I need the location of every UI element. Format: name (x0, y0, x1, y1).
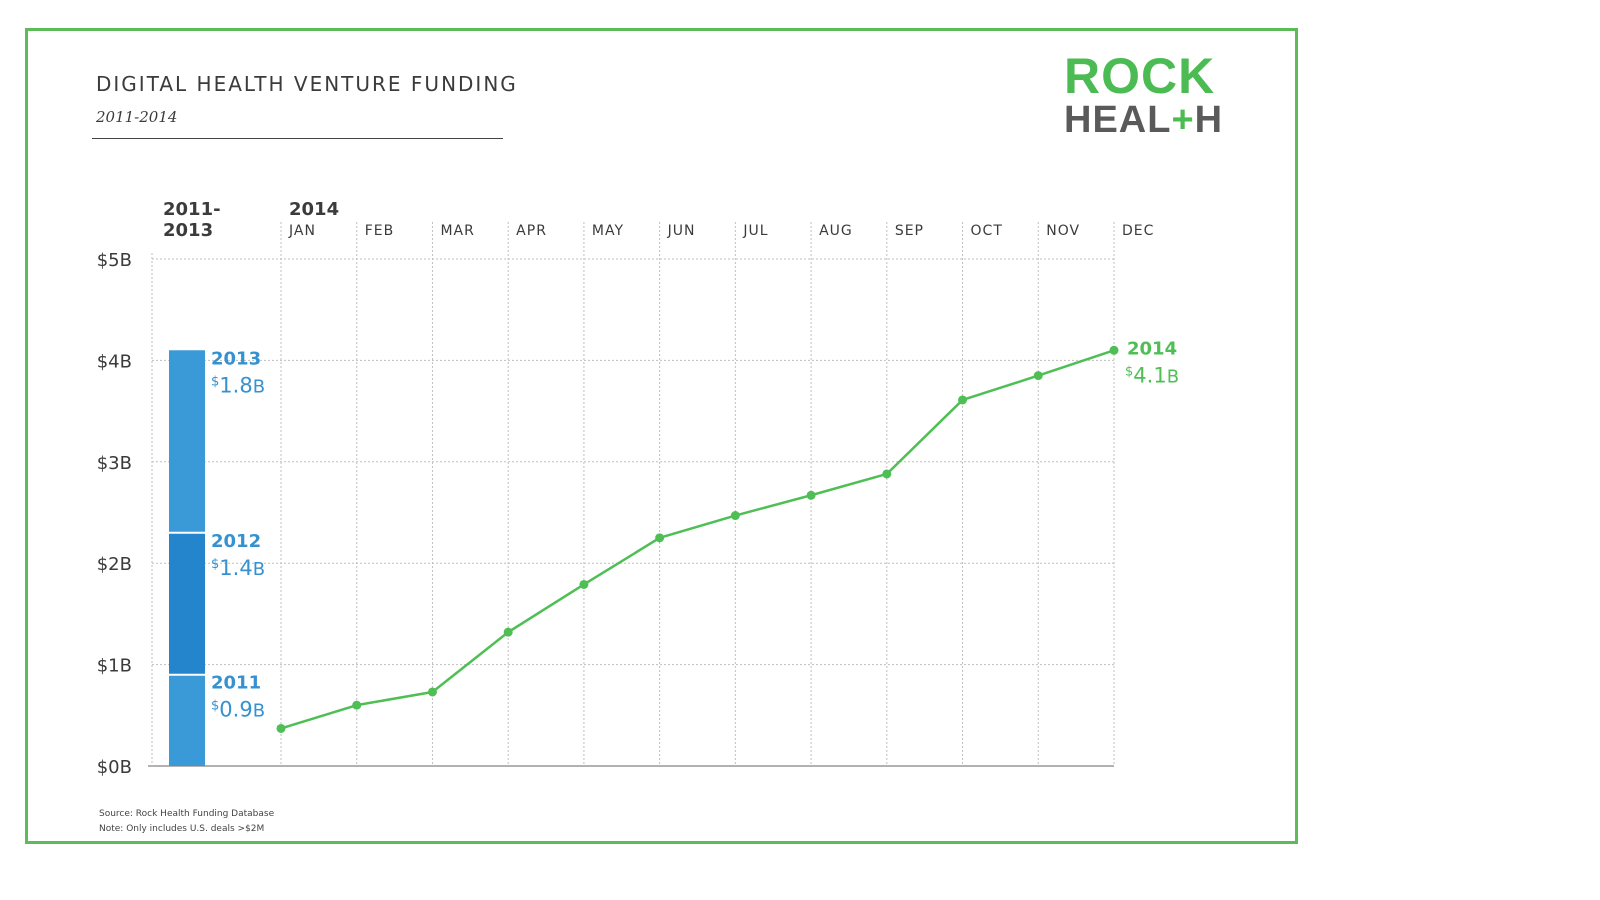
y-tick-label: $5B (97, 250, 132, 271)
month-label: MAY (592, 223, 624, 239)
month-label: APR (516, 223, 547, 239)
y-tick-label: $0B (97, 757, 132, 778)
month-label: AUG (819, 223, 853, 239)
y-tick-label: $1B (97, 656, 132, 677)
source-note: Source: Rock Health Funding Database (99, 809, 275, 819)
footnotes: Source: Rock Health Funding Database Not… (99, 807, 274, 837)
month-label: MAR (440, 223, 474, 239)
line-point (1033, 371, 1043, 381)
title-divider (92, 138, 503, 139)
line-point (276, 723, 286, 733)
line-year-header: 2014 (289, 199, 339, 220)
line-point (806, 490, 816, 500)
line-point (958, 395, 968, 405)
bar-column-header: 2011- (163, 199, 221, 220)
y-tick-label: $2B (97, 554, 132, 575)
logo-line-health: HEAL+H (1064, 100, 1223, 140)
bar-segment-2013 (169, 350, 205, 533)
line-point (655, 533, 665, 543)
y-tick-label: $3B (97, 453, 132, 474)
month-label: JAN (288, 223, 316, 239)
chart-subtitle: 2011-2014 (96, 108, 178, 126)
bar-column-header: 2013 (163, 220, 213, 241)
bar-segment-year-label: 2011 (211, 673, 261, 694)
chart-frame (25, 28, 1298, 844)
line-point (1109, 345, 1119, 355)
logo-h: H (1194, 99, 1224, 141)
bar-segment-value-label: $1.8B (211, 373, 265, 397)
y-tick-label: $4B (97, 351, 132, 372)
bar-segment-2012 (169, 532, 205, 675)
bar-segment-year-label: 2013 (211, 348, 261, 369)
month-label: NOV (1046, 223, 1080, 239)
rock-health-logo: ROCK HEAL+H (1064, 50, 1234, 140)
line-series-2014 (280, 349, 1115, 730)
month-label: FEB (365, 223, 395, 239)
line-point (503, 627, 513, 637)
line-end-value-label: $4.1B (1125, 363, 1179, 387)
bar-segment-value-label: $1.4B (211, 556, 265, 580)
month-label: JUL (742, 223, 768, 239)
line-point (730, 511, 740, 521)
month-label: OCT (971, 223, 1003, 239)
line-point (352, 700, 362, 710)
line-point (882, 469, 892, 479)
line-end-year-label: 2014 (1127, 338, 1177, 359)
month-label: DEC (1122, 223, 1154, 239)
logo-plus: + (1171, 99, 1195, 141)
logo-heal: HEAL (1064, 99, 1172, 141)
logo-line-rock: ROCK (1064, 48, 1216, 104)
line-point (427, 687, 437, 697)
bar-segment-year-label: 2012 (211, 531, 261, 552)
month-label: JUN (667, 223, 696, 239)
bar-segment-value-label: $0.9B (211, 698, 265, 722)
bar-segment-2011 (169, 674, 205, 766)
deal-note: Note: Only includes U.S. deals >$2M (99, 824, 265, 834)
line-point (579, 579, 589, 589)
month-label: SEP (895, 223, 924, 239)
chart-title: DIGITAL HEALTH VENTURE FUNDING (96, 72, 518, 96)
